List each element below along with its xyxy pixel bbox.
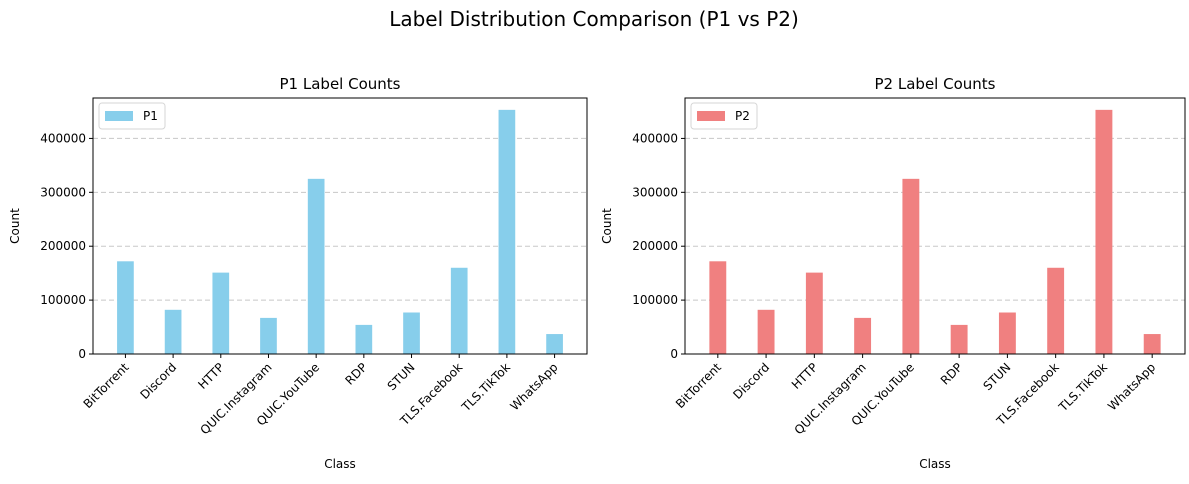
x-tick-label: RDP — [938, 360, 965, 387]
legend: P2 — [690, 102, 758, 130]
bar-stun — [403, 312, 420, 354]
y-tick-label: 0 — [78, 347, 86, 361]
x-tick-label: TLS.TikTok — [458, 360, 513, 415]
y-tick-label: 200000 — [40, 239, 86, 253]
y-tick-label: 300000 — [632, 185, 678, 199]
y-axis-label: Count — [600, 208, 614, 244]
x-tick-label: BitTorrent — [673, 360, 724, 411]
bar-tls-facebook — [1047, 267, 1065, 354]
x-tick-label: Discord — [730, 360, 772, 402]
plot-frame — [92, 97, 588, 355]
legend: P1 — [98, 102, 166, 130]
bar-bittorrent — [117, 261, 134, 354]
bar-discord — [164, 309, 182, 354]
x-tick-label: BitTorrent — [81, 360, 132, 411]
figure-suptitle: Label Distribution Comparison (P1 vs P2) — [389, 7, 799, 31]
bar-http — [805, 272, 823, 354]
y-tick-label: 200000 — [632, 239, 678, 253]
bar-quic-youtube — [307, 178, 325, 354]
y-tick-label: 400000 — [632, 131, 678, 145]
x-tick-label: HTTP — [789, 360, 821, 392]
y-tick-label: 100000 — [632, 293, 678, 307]
bar-bittorrent — [709, 261, 727, 354]
y-tick-label: 0 — [670, 347, 678, 361]
chart-panel-1: 0 100000 200000 300000 400000 BitTorrent Disco… — [8, 75, 588, 471]
y-tick-label: 300000 — [40, 185, 86, 199]
x-tick-label: TLS.TikTok — [1055, 360, 1110, 415]
plot-frame — [684, 97, 1186, 355]
legend-label: P2 — [735, 109, 750, 123]
bar-tls-facebook — [450, 267, 468, 354]
bar-quic-youtube — [902, 178, 920, 354]
chart-panel-2: 0 100000 200000 300000 400000 BitTorrent Disco… — [600, 75, 1186, 471]
x-tick-label: Discord — [137, 360, 179, 402]
x-tick-label: STUN — [980, 360, 1013, 393]
bar-tls-tiktok — [1095, 109, 1113, 354]
y-tick-label: 100000 — [40, 293, 86, 307]
bar-rdp — [355, 324, 373, 354]
bar-tls-tiktok — [498, 109, 516, 354]
y-tick-label: 400000 — [40, 131, 86, 145]
chart-title: P2 Label Counts — [875, 75, 996, 93]
bar-quic-instagram — [260, 317, 277, 354]
legend-swatch — [105, 111, 133, 121]
bar-discord — [757, 309, 775, 354]
y-axis-label: Count — [8, 208, 22, 244]
bar-whatsapp — [1143, 334, 1161, 354]
bar-stun — [998, 312, 1016, 354]
legend-label: P1 — [143, 109, 158, 123]
legend-swatch — [697, 111, 725, 121]
bar-quic-instagram — [854, 317, 872, 354]
x-tick-label: RDP — [343, 360, 370, 387]
x-tick-label: WhatsApp — [1105, 360, 1158, 413]
chart-title: P1 Label Counts — [280, 75, 401, 93]
x-tick-label: WhatsApp — [507, 360, 560, 413]
x-tick-label: HTTP — [195, 360, 227, 392]
bar-rdp — [950, 324, 968, 354]
x-tick-label: STUN — [385, 360, 418, 393]
bar-http — [212, 272, 230, 354]
x-axis-label: Class — [919, 457, 951, 471]
bar-whatsapp — [546, 334, 563, 354]
x-axis-label: Class — [324, 457, 356, 471]
